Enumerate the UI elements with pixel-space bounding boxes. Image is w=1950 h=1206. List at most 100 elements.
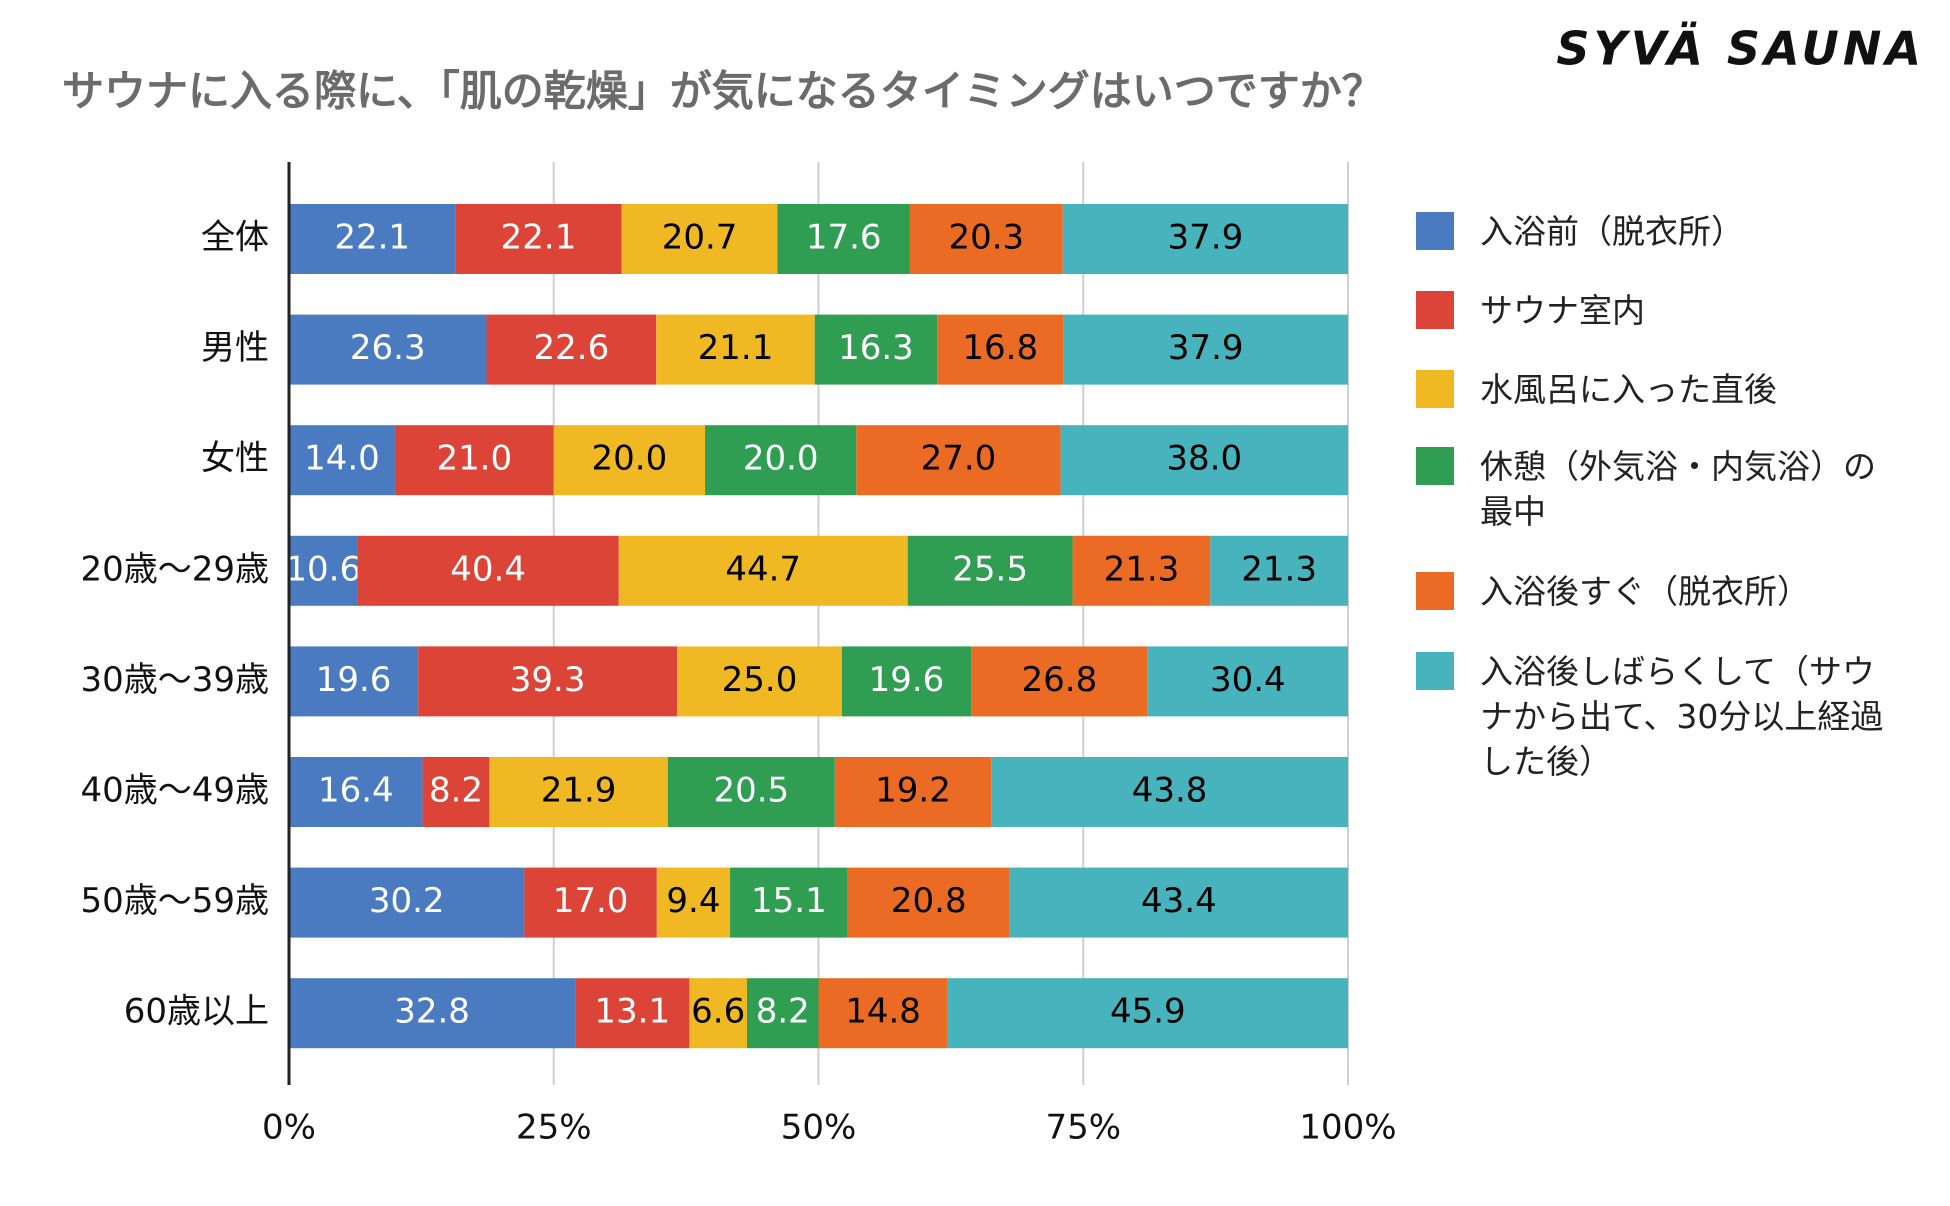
legend-label: 入浴後しばらくして（サウナから出て、30分以上経過した後）	[1480, 652, 1884, 781]
bar-segment	[289, 204, 456, 274]
bar-segment	[667, 757, 835, 827]
data-label: 19.6	[316, 660, 392, 700]
bar-segment	[689, 978, 747, 1049]
y-tick-label: 60歳以上	[124, 992, 269, 1032]
data-label: 16.8	[962, 328, 1038, 368]
data-label: 20.0	[743, 439, 819, 479]
bar-segment	[621, 204, 778, 274]
bar-segment	[524, 867, 657, 938]
legend-swatch	[1416, 447, 1454, 485]
legend-item: 入浴前（脱衣所）	[1416, 209, 1900, 254]
data-label: 39.3	[510, 660, 586, 700]
bar-segment	[289, 978, 576, 1049]
data-label: 20.8	[891, 881, 967, 921]
data-label: 37.9	[1168, 328, 1244, 368]
y-tick-label: 30歳～39歳	[80, 660, 269, 700]
bar-segment	[1062, 204, 1348, 274]
data-label: 25.0	[722, 660, 798, 700]
legend-swatch	[1416, 291, 1454, 329]
bar-segment	[847, 867, 1010, 938]
data-label: 21.3	[1104, 549, 1180, 589]
bar-segment	[730, 867, 848, 938]
bar-segment	[841, 646, 972, 717]
data-label: 30.4	[1210, 660, 1286, 700]
bar-segment	[422, 757, 490, 827]
data-label: 6.6	[691, 992, 745, 1032]
data-label: 21.9	[541, 771, 617, 811]
x-tick-label: 75%	[1045, 1108, 1121, 1148]
bar-segment	[937, 314, 1064, 385]
bar-segment	[289, 757, 423, 827]
data-label: 43.8	[1132, 771, 1208, 811]
legend-item: 水風呂に入った直後	[1416, 367, 1900, 412]
data-label: 30.2	[369, 881, 445, 921]
data-label: 32.8	[394, 992, 470, 1032]
bar-segment	[289, 867, 525, 938]
data-label: 20.3	[948, 218, 1024, 258]
data-label: 14.8	[845, 992, 921, 1032]
legend-label: 入浴後すぐ（脱衣所）	[1480, 572, 1810, 611]
bar-segment	[656, 867, 731, 938]
legend-swatch	[1416, 572, 1454, 610]
bar-segment	[1063, 314, 1348, 385]
bar-segment	[656, 314, 815, 385]
y-tick-label: 50歳～59歳	[80, 881, 269, 921]
data-label: 16.4	[318, 771, 394, 811]
bar-segment	[947, 978, 1348, 1049]
bar-segment	[777, 204, 910, 274]
x-tick-label: 0%	[262, 1108, 316, 1148]
data-label: 22.1	[334, 218, 410, 258]
data-label: 21.3	[1241, 549, 1317, 589]
bar-segment	[289, 314, 487, 385]
legend-label: サウナ室内	[1480, 291, 1645, 330]
legend-swatch	[1416, 652, 1454, 690]
data-label: 14.0	[304, 439, 380, 479]
data-label: 13.1	[594, 992, 670, 1032]
data-label: 25.5	[952, 549, 1028, 589]
bar-segment	[1147, 646, 1348, 717]
x-tick-label: 25%	[516, 1108, 592, 1148]
bar-segment	[705, 425, 857, 496]
data-label: 45.9	[1110, 992, 1186, 1032]
logo: SYVÄ SAUNA	[1556, 22, 1925, 76]
bar-segment	[418, 646, 678, 717]
data-label: 9.4	[666, 881, 720, 921]
bar-segment	[553, 425, 706, 496]
bar-segment	[814, 314, 938, 385]
bar-segment	[357, 535, 619, 606]
data-label: 16.3	[838, 328, 914, 368]
bar-segment	[818, 978, 948, 1049]
bar-segment	[289, 646, 419, 717]
data-label: 27.0	[921, 439, 997, 479]
y-tick-label: 男性	[201, 328, 269, 368]
bar-segment	[1210, 535, 1348, 606]
bar-segment	[991, 757, 1348, 827]
legend-item: 休憩（外気浴・内気浴）の最中	[1416, 444, 1900, 534]
bar-segment	[677, 646, 842, 717]
bar-segment	[289, 425, 395, 496]
data-label: 26.8	[1022, 660, 1098, 700]
y-tick-label: 女性	[201, 439, 269, 479]
legend-swatch	[1416, 370, 1454, 408]
x-tick-label: 100%	[1299, 1108, 1396, 1148]
legend-item: 入浴後しばらくして（サウナから出て、30分以上経過した後）	[1416, 649, 1900, 784]
data-label: 37.9	[1168, 218, 1244, 258]
data-label: 10.6	[285, 549, 361, 589]
data-label: 20.7	[662, 218, 738, 258]
data-label: 43.4	[1141, 881, 1217, 921]
bar-segment	[909, 204, 1063, 274]
legend-label: 水風呂に入った直後	[1480, 370, 1777, 409]
bar-segment	[618, 535, 908, 606]
data-label: 15.1	[751, 881, 827, 921]
data-label: 22.6	[534, 328, 610, 368]
data-label: 21.1	[698, 328, 774, 368]
bar-segment	[971, 646, 1148, 717]
data-label: 21.0	[436, 439, 512, 479]
data-label: 26.3	[350, 328, 426, 368]
data-label: 17.0	[553, 881, 629, 921]
legend-label: 入浴前（脱衣所）	[1480, 212, 1744, 251]
data-label: 19.2	[875, 771, 951, 811]
bar-segment	[1072, 535, 1211, 606]
bar-segment	[489, 757, 668, 827]
